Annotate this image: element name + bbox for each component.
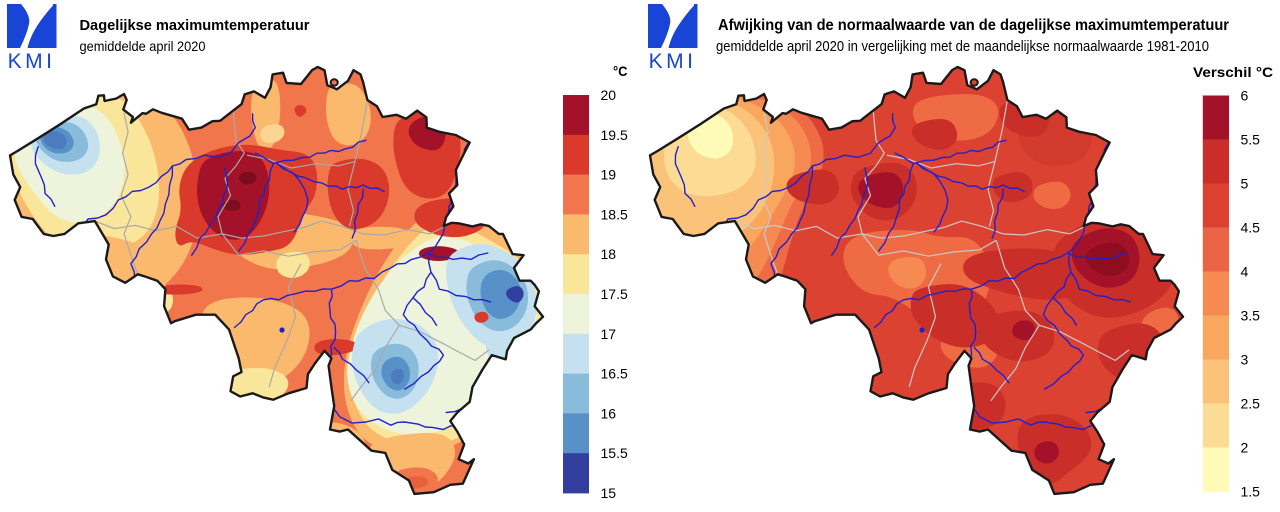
- svg-text:19: 19: [601, 167, 617, 183]
- svg-text:15.5: 15.5: [601, 445, 628, 461]
- svg-text:20: 20: [601, 87, 617, 103]
- svg-text:3.5: 3.5: [1241, 308, 1261, 324]
- svg-text:Verschil °C: Verschil °C: [1193, 65, 1273, 81]
- svg-text:5.5: 5.5: [1241, 132, 1261, 148]
- svg-text:6: 6: [1241, 88, 1249, 104]
- svg-text:17: 17: [601, 326, 617, 342]
- svg-text:Afwijking van de normaalwaarde: Afwijking van de normaalwaarde van de da…: [718, 17, 1229, 34]
- svg-text:19.5: 19.5: [601, 127, 628, 143]
- svg-text:18.5: 18.5: [601, 206, 628, 222]
- svg-text:2.5: 2.5: [1241, 396, 1261, 412]
- svg-text:16: 16: [601, 405, 617, 421]
- svg-text:1.5: 1.5: [1241, 484, 1261, 500]
- svg-text:KMI: KMI: [8, 50, 56, 73]
- svg-text:5: 5: [1241, 176, 1249, 192]
- svg-text:gemiddelde april 2020: gemiddelde april 2020: [80, 38, 206, 54]
- svg-text:18: 18: [601, 246, 617, 262]
- svg-text:16.5: 16.5: [601, 366, 628, 382]
- svg-text:3: 3: [1241, 352, 1249, 368]
- svg-text:KMI: KMI: [649, 50, 697, 73]
- svg-text:17.5: 17.5: [601, 286, 628, 302]
- svg-text:4: 4: [1241, 264, 1249, 280]
- svg-text:2: 2: [1241, 440, 1249, 456]
- svg-text:gemiddelde april 2020 in verge: gemiddelde april 2020 in vergelijking me…: [716, 38, 1209, 55]
- svg-text:°C: °C: [613, 63, 628, 79]
- svg-text:Dagelijkse maximumtemperatuur: Dagelijkse maximumtemperatuur: [80, 17, 310, 34]
- svg-text:4.5: 4.5: [1241, 220, 1261, 236]
- svg-text:15: 15: [601, 485, 617, 501]
